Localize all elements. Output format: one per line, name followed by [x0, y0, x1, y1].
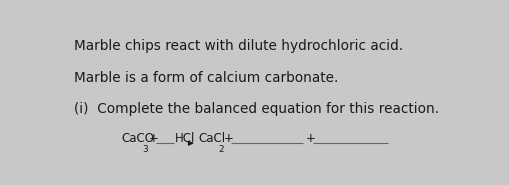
Text: HCl: HCl: [175, 132, 195, 145]
Text: 3: 3: [142, 145, 148, 154]
Text: +: +: [224, 132, 234, 145]
Text: Marble chips react with dilute hydrochloric acid.: Marble chips react with dilute hydrochlo…: [73, 39, 402, 53]
Text: CaCl: CaCl: [198, 132, 225, 145]
Text: 2: 2: [217, 145, 223, 154]
Text: CaCO: CaCO: [121, 132, 154, 145]
Text: (i)  Complete the balanced equation for this reaction.: (i) Complete the balanced equation for t…: [73, 102, 438, 116]
Text: +: +: [305, 132, 315, 145]
Text: +: +: [149, 132, 159, 145]
Text: Marble is a form of calcium carbonate.: Marble is a form of calcium carbonate.: [73, 71, 337, 85]
